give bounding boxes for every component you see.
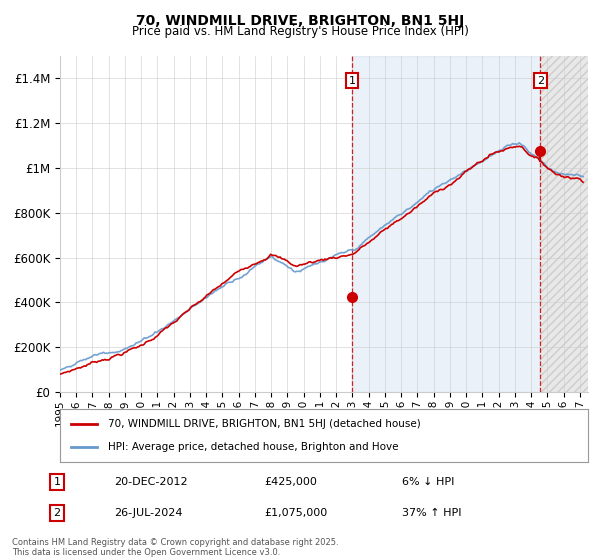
Text: 2: 2 xyxy=(53,508,61,518)
Text: 1: 1 xyxy=(349,76,355,86)
Text: 26-JUL-2024: 26-JUL-2024 xyxy=(114,508,182,518)
Bar xyxy=(540,56,588,392)
Text: 1: 1 xyxy=(53,477,61,487)
Text: £425,000: £425,000 xyxy=(264,477,317,487)
Text: 2: 2 xyxy=(536,76,544,86)
Bar xyxy=(540,56,588,392)
Text: Price paid vs. HM Land Registry's House Price Index (HPI): Price paid vs. HM Land Registry's House … xyxy=(131,25,469,38)
Text: 20-DEC-2012: 20-DEC-2012 xyxy=(114,477,188,487)
Text: Contains HM Land Registry data © Crown copyright and database right 2025.
This d: Contains HM Land Registry data © Crown c… xyxy=(12,538,338,557)
Text: 37% ↑ HPI: 37% ↑ HPI xyxy=(402,508,461,518)
Text: £1,075,000: £1,075,000 xyxy=(264,508,327,518)
Text: 6% ↓ HPI: 6% ↓ HPI xyxy=(402,477,454,487)
Text: 70, WINDMILL DRIVE, BRIGHTON, BN1 5HJ (detached house): 70, WINDMILL DRIVE, BRIGHTON, BN1 5HJ (d… xyxy=(107,419,420,429)
Text: HPI: Average price, detached house, Brighton and Hove: HPI: Average price, detached house, Brig… xyxy=(107,442,398,452)
Bar xyxy=(352,56,540,392)
Text: 70, WINDMILL DRIVE, BRIGHTON, BN1 5HJ: 70, WINDMILL DRIVE, BRIGHTON, BN1 5HJ xyxy=(136,14,464,28)
